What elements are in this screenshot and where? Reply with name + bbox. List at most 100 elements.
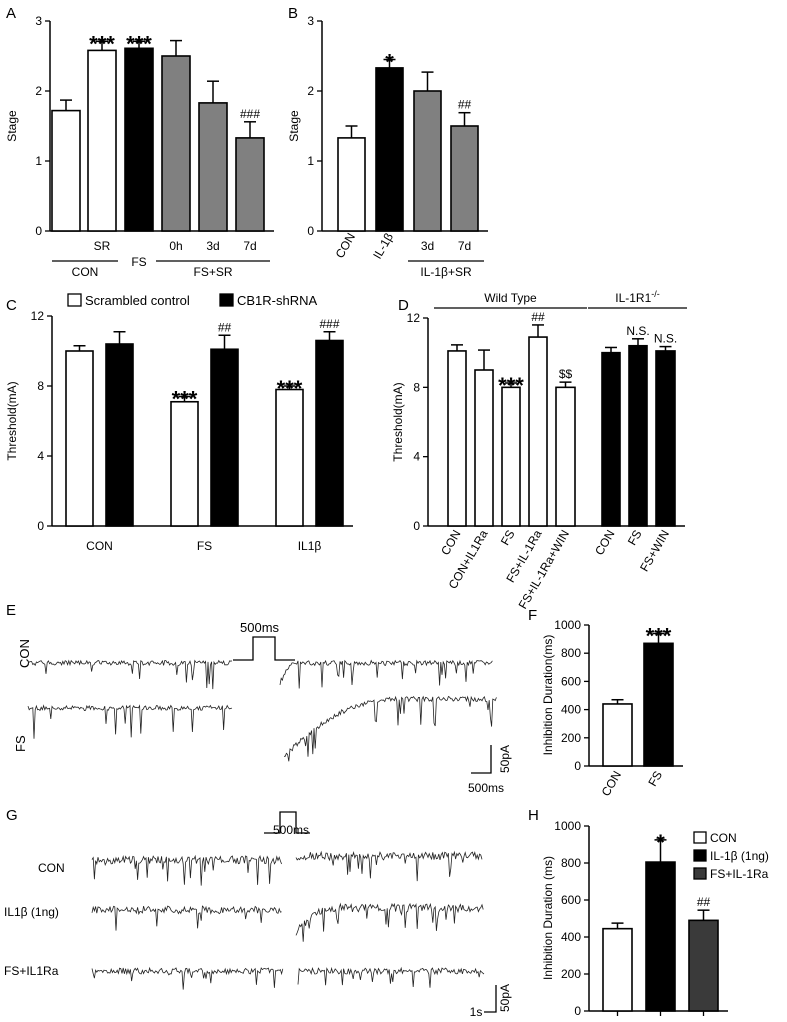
trace-e-fs-after — [284, 695, 497, 762]
panel-label-a: A — [6, 5, 16, 22]
chart-panel-a: 0 1 2 3 Stage *** *** ### SR FS 0h 3d 7d CON FS+SR — [5, 14, 274, 279]
y-tick-label-b: 0 — [307, 224, 314, 238]
legend-swatch-il1b — [693, 849, 707, 862]
trace-g-stim — [264, 811, 310, 834]
trace-g-scale-x: 1s — [470, 1005, 483, 1019]
bar-f-1 — [643, 642, 674, 767]
trace-g-con-after — [295, 850, 483, 882]
bar-h-1 — [645, 861, 676, 1012]
y-tick-label-f: 1000 — [554, 618, 581, 632]
y-axis-title-h: Inhibition Duration (ms) — [541, 856, 555, 980]
panel-label-e: E — [6, 602, 16, 619]
y-axis-title-b: Stage — [287, 110, 301, 142]
legend-label-fs-il1ra: FS+IL-1Ra — [710, 867, 769, 881]
annotation-d-7: N.S. — [654, 332, 677, 346]
y-tick-label-c: 12 — [31, 309, 45, 323]
trace-e-scale-bar — [471, 745, 492, 774]
y-tick-label-a: 2 — [35, 84, 42, 98]
trace-g-row-label-fs-il1ra: FS+IL1Ra — [4, 964, 59, 978]
y-tick-label-f: 400 — [561, 703, 581, 717]
category-label-b: CON — [333, 231, 358, 261]
category-label-b: 3d — [421, 239, 434, 253]
y-axis-title-f: Inhibition Duration(ms) — [541, 635, 555, 756]
trace-g-scale-bar — [484, 985, 497, 1013]
y-axis-title-c: Threshold(mA) — [5, 381, 19, 460]
trace-e-stim-label: 500ms — [240, 620, 280, 635]
y-tick-label-f: 0 — [574, 759, 581, 773]
group-label-a: CON — [72, 265, 99, 279]
annotation-d-6: N.S. — [626, 324, 649, 338]
y-tick-label-c: 0 — [37, 519, 44, 533]
bar-d-0 — [447, 350, 467, 527]
trace-e-con-after — [279, 659, 493, 689]
category-label-a: 0h — [169, 239, 182, 253]
annotation-h-1: * — [656, 830, 665, 855]
bar-b-3 — [450, 125, 479, 232]
annotation-b-1: * — [385, 50, 394, 75]
annotation-h-2: ## — [697, 895, 711, 909]
chart-panel-c: 0 4 8 12 Threshold(mA) CON *** ## FS *** ### IL1β — [5, 309, 353, 553]
annotation-c-1-1: ## — [218, 320, 232, 334]
category-label-a: SR — [94, 239, 111, 253]
trace-g-fs-il1ra-after — [297, 966, 485, 988]
bar-d-2 — [501, 386, 521, 527]
panel-label-c: C — [6, 297, 17, 314]
category-label-d: CON — [592, 528, 617, 558]
category-label-d: FS — [498, 528, 518, 548]
legend-swatch-scrambled — [67, 293, 82, 307]
legend-c: Scrambled control CB1R-shRNA — [67, 293, 318, 308]
y-tick-label-f: 800 — [561, 646, 581, 660]
trace-g-con-before — [91, 854, 282, 886]
legend-swatch-con — [693, 831, 707, 844]
trace-e-con-before — [27, 659, 233, 690]
y-tick-label-d: 8 — [413, 380, 420, 394]
y-tick-label-a: 0 — [35, 224, 42, 238]
bar-a-4 — [198, 102, 228, 232]
y-tick-label-a: 3 — [35, 14, 42, 28]
y-tick-label-d: 12 — [407, 311, 421, 325]
category-label-b: IL-1β — [370, 230, 396, 261]
bar-b-2 — [413, 90, 442, 232]
bar-c-0-0 — [65, 350, 94, 527]
bar-d-7 — [655, 350, 676, 527]
trace-e-row-label-con: CON — [17, 639, 32, 668]
y-tick-label-c: 4 — [37, 449, 44, 463]
y-tick-label-f: 600 — [561, 674, 581, 688]
annotation-f-1: *** — [646, 623, 672, 648]
y-tick-label-h: 600 — [561, 893, 581, 907]
trace-e-stim-pulse — [233, 636, 295, 661]
annotation-d-2: *** — [498, 373, 524, 398]
panel-label-h: H — [528, 807, 539, 824]
trace-g-row-label-il1b: IL1β (1ng) — [4, 905, 59, 919]
y-axis-title-a: Stage — [5, 110, 19, 142]
legend-label-shrna: CB1R-shRNA — [237, 293, 318, 308]
legend-label-con: CON — [710, 831, 737, 845]
y-tick-label-b: 1 — [307, 154, 314, 168]
bar-a-1 — [87, 49, 117, 232]
category-label-a: 7d — [243, 239, 256, 253]
category-label-d: CON — [438, 528, 463, 558]
trace-panel-g: CON IL1β (1ng) FS+IL1Ra 500ms 50pA 1s — [4, 811, 512, 1019]
category-label-c: IL1β — [298, 539, 322, 553]
legend-swatch-shrna — [219, 293, 234, 307]
bar-d-6 — [628, 344, 648, 527]
bar-a-2 — [124, 47, 154, 232]
group-label-d: Wild Type — [484, 291, 537, 305]
y-tick-label-h: 400 — [561, 930, 581, 944]
trace-panel-e: CON FS 500ms 50pA 500ms — [13, 620, 512, 795]
chart-panel-h: 0 200 400 600 800 1000 Inhibition Duration (ms… — [541, 819, 728, 1018]
category-label-f: CON — [599, 769, 624, 799]
group-label-b: IL-1β+SR — [420, 265, 472, 279]
panel-label-d: D — [398, 297, 409, 314]
annotation-b-3: ## — [458, 98, 472, 112]
category-label-f: FS — [645, 769, 665, 789]
trace-g-stim-label: 500ms — [273, 823, 309, 837]
bar-h-0 — [602, 927, 633, 1012]
legend-label-scrambled: Scrambled control — [85, 293, 190, 308]
bar-f-0 — [602, 703, 633, 767]
bar-b-0 — [337, 137, 366, 232]
legend-swatch-fs-il1ra — [693, 867, 707, 880]
category-label-d: FS — [625, 528, 645, 548]
trace-e-scale-y: 50pA — [498, 745, 512, 773]
